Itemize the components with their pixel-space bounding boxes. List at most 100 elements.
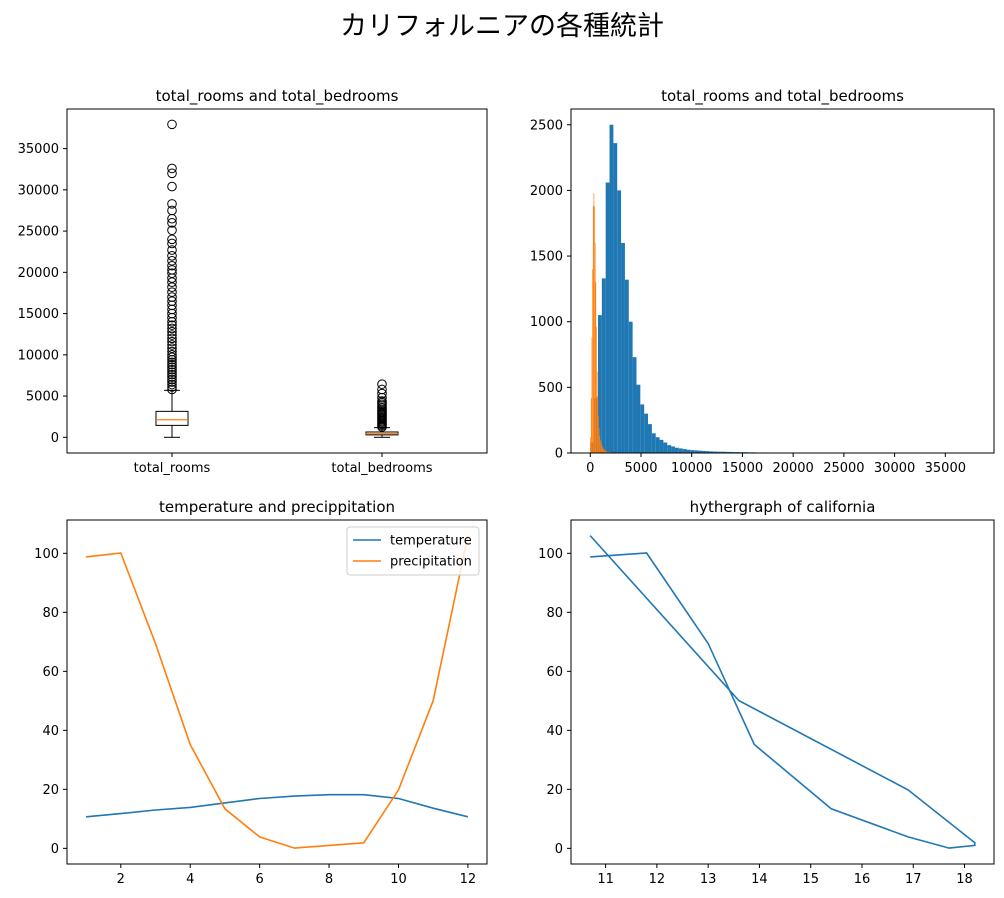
histogram-bar-total_bedrooms [594,242,596,453]
x-tick-label: 15000 [722,461,763,476]
box-outlier [167,292,177,302]
axes-frame [570,108,995,454]
histogram-bar-total_bedrooms [601,445,603,453]
x-tick-label: 15 [802,872,819,887]
panel-title: hythergraph of california [690,498,876,516]
box-outlier [167,367,177,377]
histogram-bar-total_rooms [617,190,622,453]
histogram-bar-total_bedrooms [605,450,606,453]
box-outlier [167,287,177,297]
x-tick-label: 0 [586,461,594,476]
histogram-bar-total_rooms [724,451,729,453]
box-outlier [167,323,177,334]
histogram-bar-total_bedrooms [592,206,594,453]
y-tick-label: 40 [546,724,563,739]
box-outlier [167,282,177,292]
histogram-bar-total_rooms [624,279,629,453]
histogram-bar-total_rooms [632,357,637,453]
box-outlier [167,255,177,266]
histogram-bar-total_bedrooms [592,269,593,453]
histogram-bar-total_rooms [663,442,668,453]
histogram-bar-total_bedrooms [598,416,599,453]
box-outlier [167,260,177,271]
y-tick-label: 100 [34,547,59,562]
histogram-bar-total_rooms [721,451,725,453]
box-outlier [167,379,177,390]
x-tick-label: 2 [117,872,125,887]
y-tick-label: 30000 [18,183,59,198]
histogram-bar-total_bedrooms [599,435,601,453]
histogram-bar-total_rooms [601,278,606,453]
histogram-bar-total_bedrooms [606,451,608,453]
histogram-bar-total_bedrooms [603,449,605,453]
histogram-bar-total_rooms [671,446,675,453]
histogram-bar-total_bedrooms [594,206,595,453]
y-tick-label: 25000 [18,225,59,240]
y-tick-label: 40 [42,724,59,739]
box-outlier [167,346,177,357]
box-iqr [155,410,189,426]
box-outlier [167,364,177,375]
y-tick-label: 60 [42,665,59,680]
box-outlier [167,251,177,261]
histogram-bar-total_rooms [640,404,645,453]
y-tick-label: 20000 [18,266,59,281]
box-outlier [167,333,177,344]
box-outlier [167,225,177,236]
histogram-bar-total_bedrooms [593,193,595,454]
histogram-bar-total_rooms [713,451,718,453]
histogram-bar-total_rooms [667,445,672,453]
histogram-bar-total_bedrooms [600,439,601,453]
box-outlier [167,326,177,337]
y-tick-label: 0 [555,842,563,857]
x-tick-label: 13 [700,872,717,887]
histogram-bar-total_bedrooms [605,451,607,453]
histogram-bar-total_rooms [682,449,687,453]
histogram-bar-total_bedrooms [604,450,606,453]
x-tick-label: 14 [751,872,768,887]
box-outlier [167,199,177,209]
y-tick-label: 100 [538,547,563,562]
histogram-bar-total_bedrooms [590,437,591,453]
y-tick-label: 20 [42,783,59,798]
histogram-bar-total_rooms [609,124,614,453]
y-tick-label: 35000 [18,142,59,157]
x-tick-label: 8 [325,872,333,887]
x-tick-label: 5000 [624,461,657,476]
hythergraph-line [589,535,976,849]
histogram-bar-total_rooms [709,451,714,453]
box-outlier [167,330,177,340]
y-tick-label: 2500 [530,118,563,133]
histogram-bar-total_rooms [686,449,691,453]
histogram-bar-total_rooms [690,450,695,453]
box-outlier [167,362,177,373]
legend-label: temperature [390,534,472,549]
histogram-bar-total_bedrooms [590,397,592,453]
line-series-precipitation [86,535,469,849]
y-tick-label: 15000 [18,307,59,322]
x-tick-label: 17 [905,872,922,887]
box-outlier [167,168,177,179]
y-tick-label: 0 [51,431,59,446]
box-outlier [377,388,387,399]
y-tick-label: 80 [546,606,563,621]
y-tick-label: 500 [538,381,563,396]
x-tick-label: 4 [186,872,194,887]
histogram-panel: total_rooms and total_bedrooms 0 500 1000 15… [530,87,995,476]
y-tick-label: 80 [42,606,59,621]
box-outlier [167,119,177,130]
histogram-bar-total_bedrooms [600,442,602,453]
histogram-bar-total_rooms [648,424,652,453]
histogram-bar-total_rooms [674,447,679,453]
legend-label: precipitation [390,555,472,570]
histogram-bar-total_bedrooms [608,451,610,453]
histogram-bar-total_bedrooms [607,451,609,453]
y-tick-label: 10000 [18,348,59,363]
histogram-bar-total_rooms [597,315,602,453]
axes-frame [66,519,488,865]
histogram-bar-total_bedrooms [602,446,603,453]
figure-suptitle: カリフォルニアの各種統計 [340,11,664,42]
y-tick-label: 0 [51,842,59,857]
histogram-bar-total_rooms [698,450,702,453]
